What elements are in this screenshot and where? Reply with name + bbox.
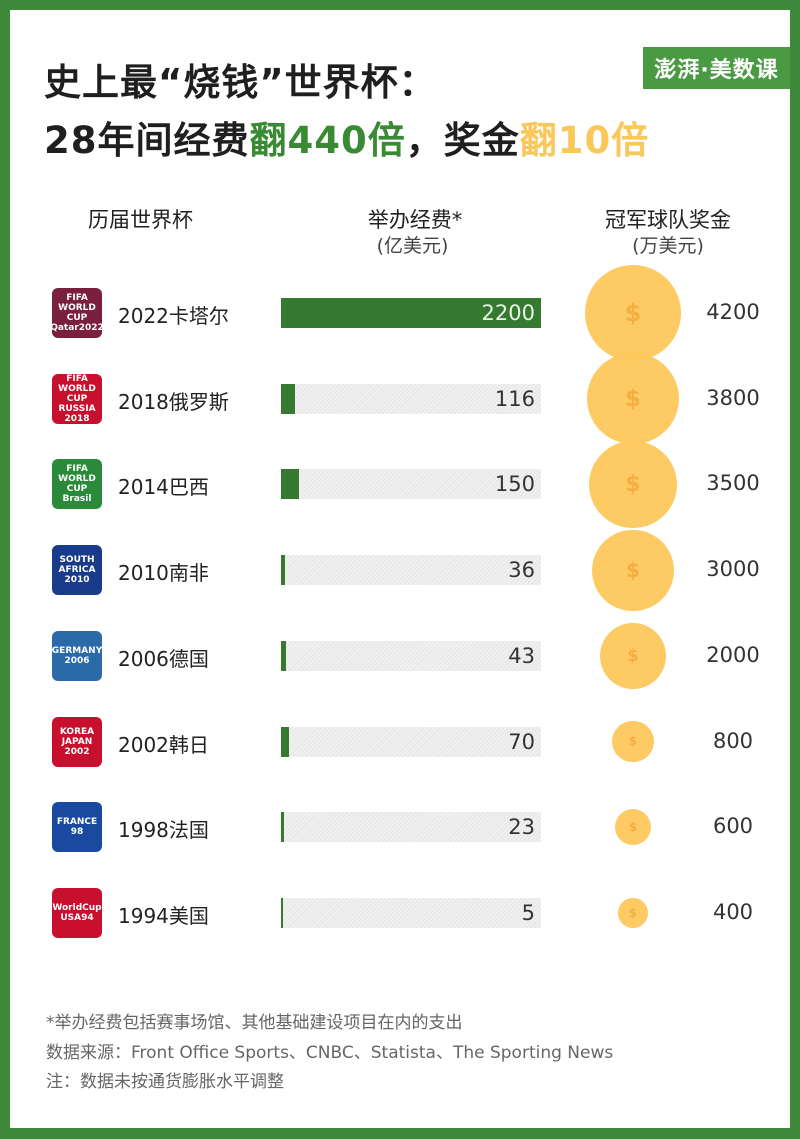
logo-text: FIFA WORLD CUP RUSSIA 2018 [58, 373, 96, 424]
header-cost-unit: (亿美元) [376, 235, 449, 257]
cost-bar-track: 150 [281, 469, 541, 500]
worldcup-name: 2002韩日 [118, 732, 209, 757]
prize-coin: $ [612, 720, 654, 763]
prize-coin: $ [589, 440, 677, 529]
cost-bar-track: 5 [281, 897, 541, 928]
dollar-icon: $ [625, 385, 641, 412]
prize-value: 3800 [706, 385, 760, 410]
dollar-icon: $ [628, 905, 638, 920]
logo-text: GERMANY 2006 [51, 645, 103, 666]
prize-value: 3500 [706, 471, 760, 496]
cost-bar-track: 2200 [281, 298, 541, 328]
logo-text: FRANCE 98 [56, 817, 98, 838]
logo-text: FIFA WORLD CUP Qatar2022 [50, 293, 104, 333]
title-part: 28年间经费 [44, 119, 250, 162]
cost-bar-track: 23 [281, 812, 541, 843]
prize-coin: $ [592, 529, 674, 611]
dollar-icon: $ [628, 820, 638, 835]
worldcup-name: 2018俄罗斯 [118, 389, 229, 414]
header-prize: 冠军球队奖金 [605, 208, 731, 232]
cost-value: 23 [508, 815, 535, 840]
footnote: *举办经费包括赛事场馆、其他基础建设项目在内的支出 [46, 1013, 463, 1033]
title-line-1: 史上最“烧钱”世界杯： [44, 61, 437, 104]
cost-bar [281, 555, 286, 586]
cost-bar [281, 383, 295, 414]
prize-value: 3000 [706, 557, 760, 582]
prize-value: 800 [712, 728, 754, 753]
prize-coin: $ [614, 809, 652, 846]
dollar-icon: $ [627, 646, 639, 666]
logo-text: WorldCup USA94 [52, 902, 102, 923]
prize-coin: $ [599, 622, 667, 689]
title-highlight-green: 翻440倍 [249, 119, 406, 162]
cost-value: 70 [508, 729, 535, 754]
title-line-2: 28年间经费翻440倍，奖金翻10倍 [44, 110, 649, 164]
worldcup-name: 2022卡塔尔 [118, 304, 229, 328]
cost-bar [281, 640, 287, 671]
cost-value: 116 [494, 386, 535, 411]
note: 注：数据未按通货膨胀水平调整 [46, 1072, 284, 1092]
cost-bar-track: 36 [281, 555, 541, 586]
cost-bar [281, 469, 299, 500]
worldcup-logo: FRANCE 98 [52, 802, 102, 853]
dollar-icon: $ [625, 471, 641, 497]
dollar-icon: $ [624, 298, 642, 327]
worldcup-name: 2006德国 [118, 646, 209, 671]
cost-bar [281, 726, 290, 757]
cost-value: 43 [508, 643, 535, 668]
worldcup-logo: KOREA JAPAN 2002 [52, 716, 102, 767]
prize-value: 400 [712, 899, 754, 924]
cost-value: 36 [508, 558, 535, 583]
cost-value: 2200 [481, 301, 535, 325]
worldcup-logo: FIFA WORLD CUP Qatar2022 [50, 288, 104, 338]
worldcup-name: 2014巴西 [118, 475, 209, 500]
worldcup-logo: FIFA WORLD CUP RUSSIA 2018 [52, 373, 102, 424]
prize-value: 2000 [706, 642, 760, 667]
cost-value: 5 [521, 900, 535, 925]
logo-text: KOREA JAPAN 2002 [59, 726, 95, 757]
prize-coin: $ [587, 353, 679, 445]
cost-value: 150 [494, 472, 535, 497]
logo-text: FIFA WORLD CUP Brasil [58, 464, 96, 505]
cost-bar [281, 897, 283, 928]
prize-value: 600 [712, 814, 754, 839]
worldcup-logo: WorldCup USA94 [52, 887, 102, 938]
cost-bar-track: 70 [281, 726, 541, 757]
dollar-icon: $ [628, 734, 638, 749]
worldcup-name: 1994美国 [118, 903, 209, 928]
logo-text: SOUTH AFRICA 2010 [58, 555, 96, 586]
worldcup-logo: GERMANY 2006 [51, 630, 103, 681]
cost-bar-track: 116 [281, 383, 541, 414]
worldcup-name: 1998法国 [118, 818, 209, 843]
title-highlight-yellow: 翻10倍 [519, 119, 650, 162]
prize-coin: $ [618, 898, 648, 928]
brand-logo: 澎湃·美数课 [643, 47, 790, 89]
worldcup-logo: SOUTH AFRICA 2010 [52, 545, 102, 596]
data-source: 数据来源：Front Office Sports、CNBC、Statista、T… [46, 1043, 614, 1063]
header-worldcup: 历届世界杯 [88, 208, 193, 232]
prize-value: 4200 [706, 300, 760, 324]
prize-coin: $ [585, 265, 681, 361]
header-prize-unit: (万美元) [632, 235, 704, 257]
cost-bar [281, 812, 284, 843]
cost-bar [281, 298, 541, 328]
worldcup-name: 2010南非 [118, 561, 209, 586]
title-part: ，奖金 [405, 119, 520, 162]
worldcup-logo: FIFA WORLD CUP Brasil [52, 459, 102, 510]
cost-bar-track: 43 [281, 640, 541, 671]
dollar-icon: $ [625, 558, 641, 583]
header-cost: 举办经费* [367, 208, 463, 232]
